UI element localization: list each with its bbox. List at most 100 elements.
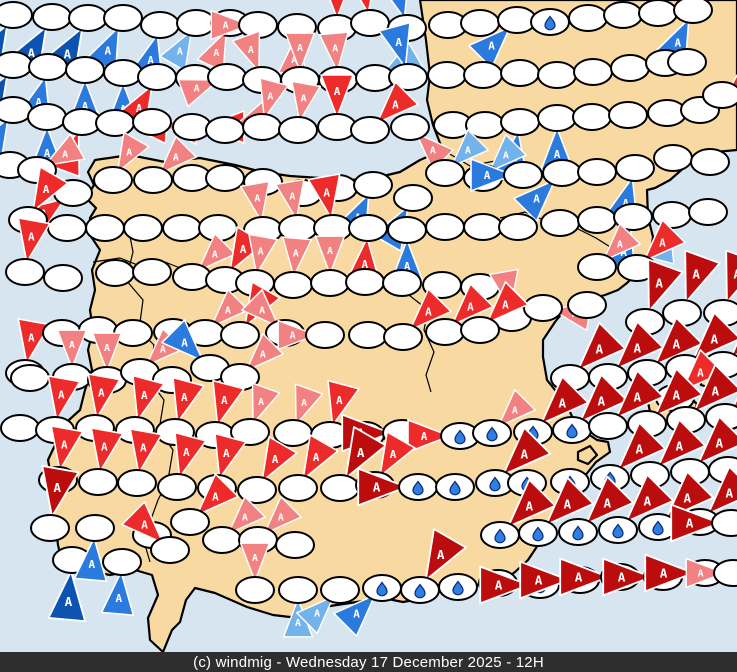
weather-station: A [185,289,249,347]
cloud-ellipse [348,214,388,242]
wind-label: A [395,36,402,49]
weather-station [530,8,570,36]
wind-label: A [183,446,190,459]
wind-wedge-icon: A [357,467,408,507]
weather-station: A [277,319,345,351]
wind-label: A [362,258,369,271]
wind-wedge-icon: A [625,473,675,523]
weather-station [537,61,577,89]
cloud-ellipse [537,104,577,132]
cloud-ellipse [5,258,45,286]
cloud-ellipse [235,576,275,604]
cloud-ellipse [207,63,247,91]
weather-station: A [425,283,494,346]
weather-station: A [357,467,438,507]
wind-label: A [98,387,105,400]
wind-wedge-icon: A [90,427,124,473]
wind-wedge-icon: A [17,318,51,364]
wind-wedge-icon: A [657,418,707,468]
wind-label: A [223,21,229,32]
weather-station: A [317,74,357,141]
wind-label: A [520,446,528,461]
wind-label: A [465,146,471,157]
wind-label: A [58,389,65,402]
wind-label: A [715,435,723,450]
wind-wedge-icon: A [692,311,737,361]
wind-wedge-icon: A [210,9,250,41]
weather-station [205,164,245,192]
weather-station [460,9,500,37]
cloud-ellipse [65,56,105,84]
wind-label: A [554,148,561,161]
wind-label: A [248,45,254,56]
wind-wedge-icon: A [644,553,695,593]
wind-wedge-icon: A [615,320,665,370]
weather-station [132,258,172,286]
weather-station [425,213,465,241]
wind-label: A [672,336,680,351]
weather-station: A [320,426,387,502]
wind-wedge-icon: A [231,30,261,73]
wind-label: A [575,570,583,585]
wind-label: A [390,448,397,461]
wind-label: A [44,147,51,160]
wind-label: A [686,516,694,531]
weather-station: A [235,542,275,604]
cloud-ellipse [393,184,433,212]
wind-label: A [126,148,132,159]
wind-label: A [618,570,626,585]
cloud-ellipse [568,4,608,32]
wind-label: A [711,383,719,398]
wind-wedge-icon: A [239,542,271,582]
weather-station: A [577,223,641,281]
wind-wedge-icon: A [697,415,737,465]
cloud-ellipse [463,213,503,241]
wind-wedge-icon: A [177,78,220,108]
cloud-ellipse [0,414,40,442]
wind-wedge-icon: A [0,117,9,164]
cloud-ellipse [32,3,72,31]
wind-wedge-icon: A [302,434,339,481]
wind-wedge-icon: A [251,382,281,425]
wind-label: A [659,237,666,250]
wind-label: A [512,406,518,417]
weather-station: A [273,383,324,447]
weather-station [573,58,613,86]
wind-label: A [104,343,110,354]
cloud-ellipse [102,548,142,576]
cloud-ellipse [172,263,212,291]
cloud-ellipse [132,108,172,136]
weather-station: A [350,81,419,144]
wind-wedge-icon: A [602,223,641,262]
wind-label: A [89,558,96,571]
wind-label: A [595,341,603,356]
weather-station: A [121,501,190,564]
wind-label: A [181,391,188,404]
wind-label: A [53,480,61,495]
wind-label: A [289,192,295,203]
wind-label: A [710,331,718,346]
wind-wedge-icon: A [577,321,627,371]
wind-wedge-icon: A [670,503,721,543]
weather-station: A [425,129,489,187]
wind-label: A [633,340,641,355]
weather-station: A [117,428,163,497]
rain-drop-icon [532,526,544,542]
cloud-ellipse [690,148,730,176]
weather-station [690,148,730,176]
wind-wedge-icon: A [116,131,150,173]
wind-label: A [116,592,123,605]
wind-label: A [69,340,75,351]
wind-label: A [683,490,691,505]
wind-wedge-icon: A [121,501,164,544]
cloud-ellipse [275,531,315,559]
weather-station [47,214,87,242]
weather-station: A [30,464,80,542]
cloud-ellipse [78,468,118,496]
weather-station: A [685,557,737,589]
wind-wedge-icon: A [318,31,349,72]
weather-station: A [630,418,707,489]
weather-station: A [588,369,665,440]
wind-wedge-icon: A [376,81,419,124]
weather-station [463,61,503,89]
